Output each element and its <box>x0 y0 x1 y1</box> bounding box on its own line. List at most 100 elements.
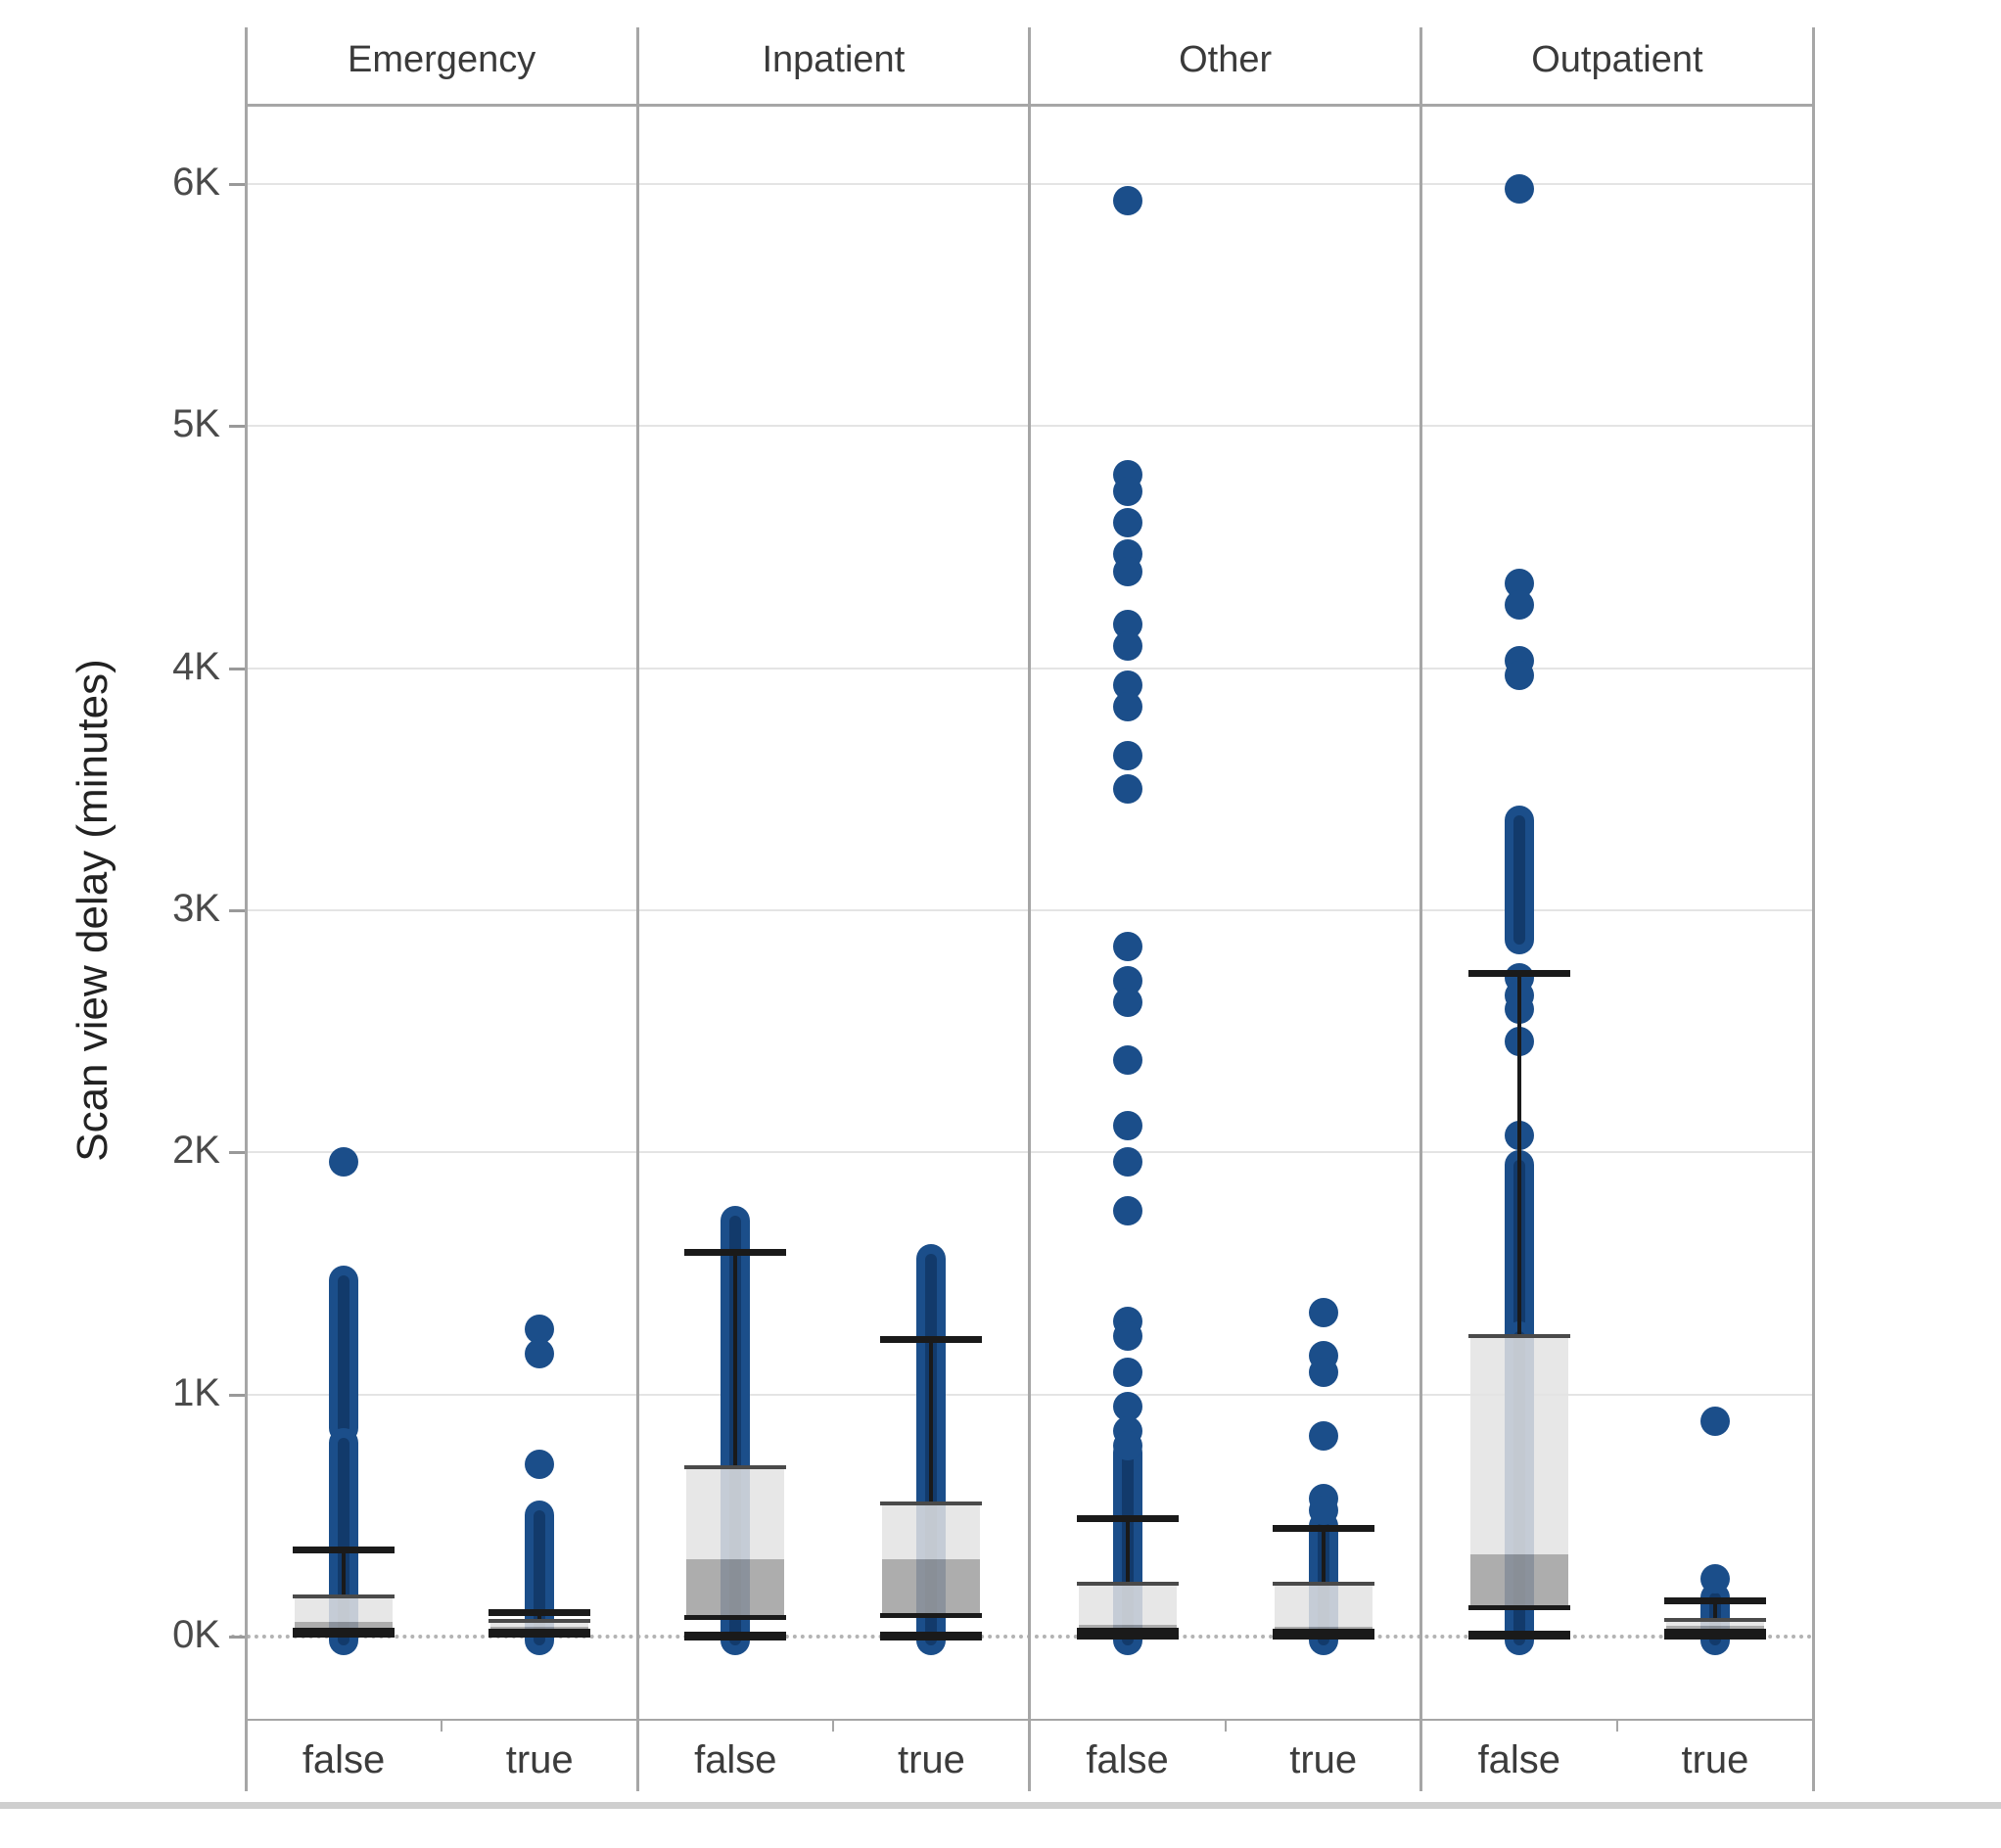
x-center-tick <box>1615 1720 1618 1732</box>
bottom-rule <box>0 1802 2001 1809</box>
data-point[interactable] <box>1112 556 1142 586</box>
data-point[interactable] <box>1112 692 1142 722</box>
data-point[interactable] <box>1112 774 1142 805</box>
box-upper-half[interactable] <box>1274 1583 1373 1628</box>
y-tick-mark <box>229 909 246 912</box>
lower-whisker-line <box>293 1629 396 1639</box>
q1-line <box>880 1612 983 1618</box>
box-upper-half[interactable] <box>882 1502 981 1559</box>
y-tick-label: 4K <box>172 644 220 688</box>
box-upper-half[interactable] <box>1665 1619 1764 1626</box>
y-tick-mark <box>229 1636 246 1639</box>
header-separator <box>246 104 1813 107</box>
data-point[interactable] <box>1112 1111 1142 1141</box>
data-point-strip-core <box>338 1438 350 1645</box>
data-point[interactable] <box>1308 1420 1338 1451</box>
data-point[interactable] <box>1112 1195 1142 1225</box>
data-point[interactable] <box>525 1450 555 1480</box>
data-point[interactable] <box>1112 740 1142 770</box>
data-point[interactable] <box>1112 1358 1142 1388</box>
whisker-stem <box>1516 973 1521 1337</box>
x-category-label: true <box>505 1738 574 1781</box>
panel-border <box>1811 27 1815 1791</box>
y-tick-mark <box>229 1393 246 1397</box>
panel-border <box>1028 27 1031 1791</box>
y-tick-label: 6K <box>172 161 220 205</box>
data-point[interactable] <box>1112 186 1142 216</box>
panel-border <box>244 27 248 1791</box>
whisker-stem <box>1712 1599 1717 1620</box>
box-lower-half[interactable] <box>295 1622 394 1630</box>
data-point[interactable] <box>1112 1147 1142 1178</box>
data-point[interactable] <box>1504 661 1534 691</box>
x-category-label: false <box>302 1738 386 1781</box>
whisker-stem <box>1321 1527 1326 1584</box>
data-point[interactable] <box>1112 508 1142 538</box>
q3-line <box>489 1618 591 1623</box>
y-tick-label: 5K <box>172 402 220 446</box>
data-point[interactable] <box>1308 1297 1338 1327</box>
y-tick-label: 2K <box>172 1129 220 1173</box>
upper-whisker-line <box>1467 970 1570 978</box>
data-point[interactable] <box>1112 987 1142 1017</box>
whisker-stem <box>342 1548 347 1597</box>
q3-line <box>684 1464 787 1469</box>
data-point[interactable] <box>1699 1406 1730 1436</box>
box-lower-half[interactable] <box>1469 1553 1568 1608</box>
box-lower-half[interactable] <box>686 1558 785 1618</box>
lower-whisker-line <box>1076 1630 1179 1640</box>
box-upper-half[interactable] <box>686 1466 785 1559</box>
x-category-label: false <box>1477 1738 1561 1781</box>
q1-line <box>684 1615 787 1621</box>
lower-whisker-line <box>1663 1630 1766 1640</box>
q3-line <box>1272 1581 1374 1586</box>
x-center-tick <box>832 1720 835 1732</box>
panel-header: Emergency <box>348 39 536 80</box>
upper-whisker-line <box>1663 1596 1766 1604</box>
x-category-label: true <box>1289 1738 1358 1781</box>
data-point[interactable] <box>525 1338 555 1368</box>
data-point[interactable] <box>1112 1430 1142 1460</box>
whisker-stem <box>1125 1517 1130 1584</box>
x-category-label: true <box>897 1738 965 1781</box>
panel-border <box>635 27 639 1791</box>
upper-whisker-line <box>1076 1514 1179 1522</box>
data-point[interactable] <box>1112 631 1142 662</box>
q3-line <box>1467 1334 1570 1339</box>
y-tick-mark <box>229 183 246 187</box>
data-point[interactable] <box>1308 1496 1338 1526</box>
q3-line <box>1663 1617 1766 1622</box>
box-upper-half[interactable] <box>1078 1583 1177 1625</box>
zero-gridline <box>231 1635 1813 1639</box>
box-upper-half[interactable] <box>490 1620 589 1628</box>
box-upper-half[interactable] <box>295 1596 394 1623</box>
y-tick-mark <box>229 425 246 429</box>
data-point[interactable] <box>1504 173 1534 204</box>
lower-whisker-line <box>880 1631 983 1640</box>
whisker-stem <box>929 1338 934 1503</box>
panel-border <box>1419 27 1423 1791</box>
q1-line <box>1076 1627 1179 1633</box>
box-lower-half[interactable] <box>1078 1624 1177 1630</box>
data-point[interactable] <box>1112 1045 1142 1076</box>
upper-whisker-line <box>880 1335 983 1343</box>
box-lower-half[interactable] <box>1665 1625 1764 1631</box>
lower-whisker-line <box>1467 1630 1570 1640</box>
data-point[interactable] <box>1112 477 1142 507</box>
data-point[interactable] <box>329 1147 359 1178</box>
data-point[interactable] <box>1504 590 1534 621</box>
data-point-strip-core <box>338 1275 350 1434</box>
data-point[interactable] <box>1112 932 1142 962</box>
box-upper-half[interactable] <box>1469 1336 1568 1554</box>
data-point[interactable] <box>1699 1563 1730 1594</box>
whisker-stem <box>537 1612 542 1621</box>
q1-line <box>1467 1605 1570 1611</box>
lower-whisker-line <box>489 1629 591 1639</box>
data-point[interactable] <box>1112 1321 1142 1352</box>
upper-whisker-line <box>293 1546 396 1553</box>
data-point[interactable] <box>1308 1358 1338 1388</box>
panel-header: Outpatient <box>1531 39 1703 80</box>
q3-line <box>293 1594 396 1599</box>
box-lower-half[interactable] <box>882 1558 981 1615</box>
y-tick-label: 1K <box>172 1370 220 1414</box>
